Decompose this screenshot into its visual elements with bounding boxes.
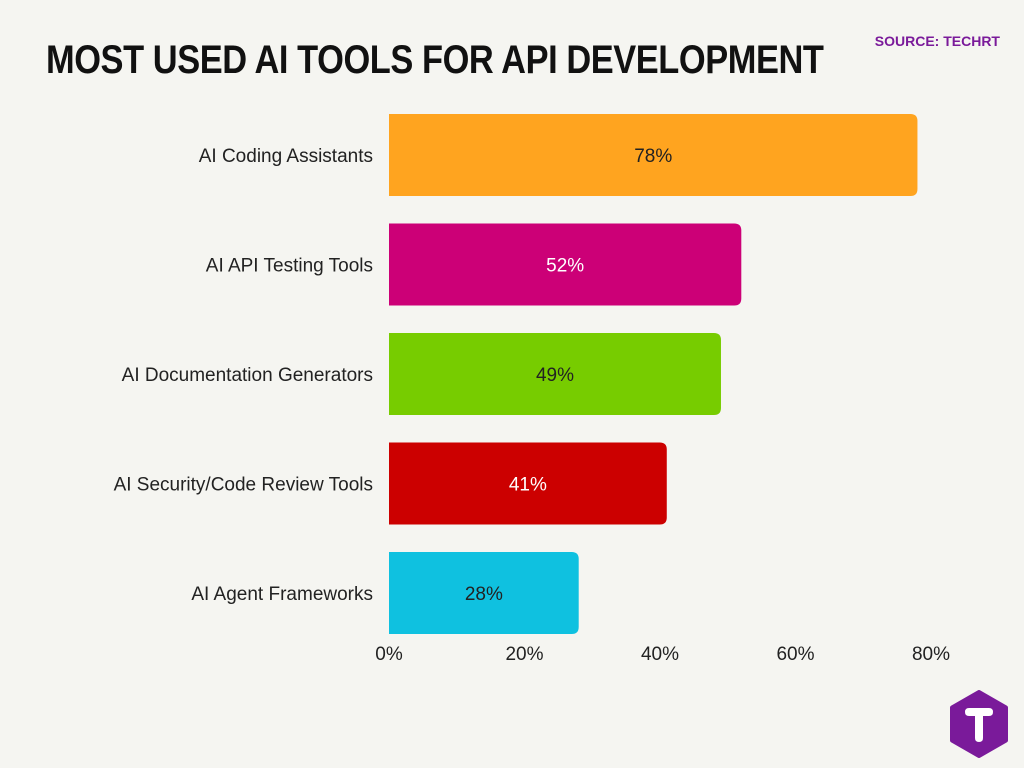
x-tick-label-40: 40%: [641, 644, 679, 665]
bar-ai-coding-assistants: [389, 114, 918, 196]
techrt-logo-icon: [950, 690, 1008, 758]
data-label-ai-coding-assistants: 78%: [634, 146, 672, 167]
category-label-ai-documentation-generators: AI Documentation Generators: [122, 365, 373, 386]
category-label-ai-agent-frameworks: AI Agent Frameworks: [191, 584, 373, 605]
x-tick-label-80: 80%: [912, 644, 950, 665]
x-tick-label-60: 60%: [776, 644, 814, 665]
x-tick-label-20: 20%: [505, 644, 543, 665]
data-label-ai-api-testing-tools: 52%: [546, 256, 584, 277]
bars-group: 78% 52% 49% 41% 28%: [389, 114, 918, 634]
x-tick-labels-group: 0% 20% 40% 60% 80%: [375, 644, 950, 665]
data-label-ai-agent-frameworks: 28%: [465, 584, 503, 605]
category-label-ai-api-testing-tools: AI API Testing Tools: [206, 256, 373, 277]
data-label-ai-documentation-generators: 49%: [536, 365, 574, 386]
category-labels-group: AI Coding Assistants AI API Testing Tools…: [114, 146, 373, 605]
bar-ai-agent-frameworks: [389, 552, 579, 634]
category-label-ai-coding-assistants: AI Coding Assistants: [199, 146, 373, 167]
bar-ai-documentation-generators: [389, 333, 721, 415]
source-label: SOURCE: TECHRT: [874, 33, 1000, 49]
data-label-ai-security-code-review-tools: 41%: [509, 475, 547, 496]
bar-ai-security-code-review-tools: [389, 442, 667, 525]
page-title: MOST USED AI TOOLS FOR API DEVELOPMENT: [46, 38, 824, 82]
bar-ai-api-testing-tools: [389, 223, 742, 306]
category-label-ai-security-code-review-tools: AI Security/Code Review Tools: [114, 475, 373, 496]
x-tick-label-0: 0%: [375, 644, 403, 665]
